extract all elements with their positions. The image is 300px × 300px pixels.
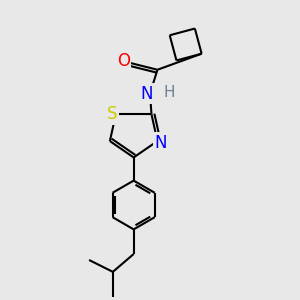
Text: H: H [164,85,175,100]
Text: N: N [154,134,167,152]
Text: O: O [117,52,130,70]
Text: N: N [141,85,153,103]
Text: S: S [107,105,118,123]
